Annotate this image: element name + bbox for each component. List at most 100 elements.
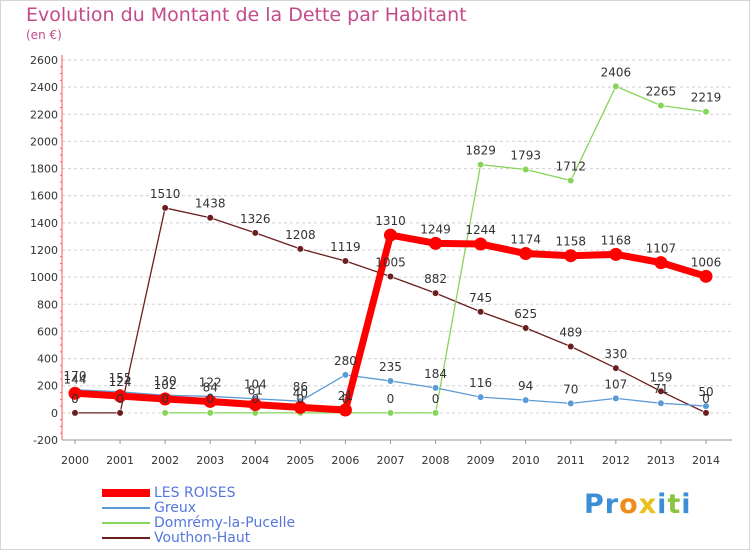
logo-letter: P xyxy=(584,489,605,520)
series-domr-my-la-pucelle-point xyxy=(702,108,710,116)
series-greux-point xyxy=(567,399,575,407)
y-tick-label: 1600 xyxy=(30,190,58,203)
series-vouthon-haut-point xyxy=(612,364,620,372)
series-greux-data-label: 50 xyxy=(698,385,713,399)
series-greux-data-label: 170 xyxy=(64,369,87,383)
legend-item: Greux xyxy=(102,499,295,516)
series-vouthon-haut-data-label: 330 xyxy=(604,347,627,361)
series-greux-data-label: 280 xyxy=(334,354,357,368)
series-vouthon-haut-data-label: 882 xyxy=(424,272,447,286)
x-tick-label: 2009 xyxy=(467,454,495,467)
series-greux-data-label: 70 xyxy=(563,382,578,396)
series-les-roises-data-label: 1249 xyxy=(420,222,451,236)
x-tick-label: 2000 xyxy=(61,454,89,467)
series-les-roises-data-label: 40 xyxy=(293,386,308,400)
series-greux-data-label: 116 xyxy=(469,376,492,390)
chart-title: Evolution du Montant de la Dette par Hab… xyxy=(26,4,467,26)
series-vouthon-haut-point xyxy=(522,324,530,332)
series-domr-my-la-pucelle-point xyxy=(431,409,440,417)
legend-label: Greux xyxy=(154,499,197,516)
series-les-roises-data-label: 124 xyxy=(109,375,132,389)
x-tick-label: 2012 xyxy=(602,454,630,467)
series-domr-my-la-pucelle-data-label: 0 xyxy=(342,392,350,406)
series-domr-my-la-pucelle-point xyxy=(657,101,665,110)
y-tick-label: -200 xyxy=(33,434,58,447)
series-vouthon-haut-point xyxy=(386,272,395,281)
series-les-roises-point xyxy=(113,389,127,403)
series-vouthon-haut-point xyxy=(567,342,575,351)
series-greux-point xyxy=(386,377,395,385)
series-greux-data-label: 86 xyxy=(293,380,308,394)
series-greux-data-label: 122 xyxy=(199,375,222,389)
series-greux-data-label: 71 xyxy=(653,382,668,396)
series-domr-my-la-pucelle-data-label: 0 xyxy=(206,392,214,406)
x-tick-label: 2001 xyxy=(106,454,134,467)
series-les-roises-point xyxy=(429,236,443,250)
series-domr-my-la-pucelle-point xyxy=(386,409,395,417)
x-tick-label: 2011 xyxy=(557,454,585,467)
series-vouthon-haut-point xyxy=(657,387,665,395)
series-vouthon-haut-data-label: 625 xyxy=(514,307,537,321)
series-domr-my-la-pucelle-point xyxy=(567,176,575,185)
series-greux-data-label: 184 xyxy=(424,367,447,381)
series-greux-data-label: 130 xyxy=(154,374,177,388)
chart-legend: LES ROISES Greux Domrémy-la-Pucelle Vout… xyxy=(102,485,295,546)
series-les-roises-data-label: 102 xyxy=(154,378,177,392)
series-greux-point xyxy=(341,371,350,379)
series-domr-my-la-pucelle-data-label: 2265 xyxy=(646,84,677,98)
series-les-roises-data-label: 1244 xyxy=(465,223,496,237)
chart-subtitle: (en €) xyxy=(26,28,62,42)
logo-letter: x xyxy=(638,489,658,520)
series-vouthon-haut-point xyxy=(477,308,485,316)
series-domr-my-la-pucelle-data-label: 1829 xyxy=(465,144,496,158)
series-domr-my-la-pucelle-data-label: 1793 xyxy=(510,149,541,163)
series-les-roises-data-label: 1158 xyxy=(555,235,586,249)
y-tick-label: 400 xyxy=(37,353,58,366)
series-les-roises-data-label: 84 xyxy=(203,380,218,394)
y-tick-label: 1800 xyxy=(30,163,58,176)
legend-item: Vouthon-Haut xyxy=(102,529,295,546)
x-tick-label: 2003 xyxy=(196,454,224,467)
series-les-roises-data-label: 1107 xyxy=(646,242,677,256)
series-domr-my-la-pucelle-data-label: 2406 xyxy=(601,65,632,79)
series-greux-data-label: 107 xyxy=(604,377,627,391)
series-vouthon-haut-point xyxy=(431,289,440,297)
series-greux-data-label: 94 xyxy=(518,379,533,393)
y-tick-label: 1000 xyxy=(30,271,58,284)
y-tick-label: 1200 xyxy=(30,244,58,257)
series-greux-point xyxy=(522,396,530,404)
legend-item: LES ROISES xyxy=(102,485,295,501)
series-les-roises-data-label: 61 xyxy=(248,384,263,398)
x-tick-label: 2014 xyxy=(692,454,720,467)
logo-letter: t xyxy=(667,489,682,520)
series-greux-point xyxy=(702,402,710,410)
series-vouthon-haut-data-label: 489 xyxy=(559,325,582,339)
series-domr-my-la-pucelle-data-label: 0 xyxy=(387,392,395,406)
x-tick-label: 2005 xyxy=(286,454,314,467)
series-domr-my-la-pucelle-data-label: 0 xyxy=(251,392,259,406)
x-tick-label: 2007 xyxy=(376,454,404,467)
series-les-roises-point xyxy=(338,403,352,417)
logo-letter: i xyxy=(681,489,692,520)
series-domr-my-la-pucelle-point xyxy=(477,161,485,169)
series-vouthon-haut-point xyxy=(206,214,214,222)
series-les-roises-data-label: 1168 xyxy=(601,233,632,247)
series-vouthon-haut-point xyxy=(116,409,124,417)
series-les-roises-point xyxy=(474,237,488,251)
y-tick-label: 600 xyxy=(37,325,58,338)
series-vouthon-haut-data-label: 0 xyxy=(116,392,124,406)
series-les-roises-point xyxy=(654,256,668,270)
series-domr-my-la-pucelle-point xyxy=(612,82,620,90)
series-greux-point xyxy=(431,384,440,392)
series-greux-point xyxy=(657,399,665,407)
legend-swatch xyxy=(102,521,150,524)
series-les-roises-point xyxy=(609,247,623,261)
series-vouthon-haut-data-label: 745 xyxy=(469,291,492,305)
series-domr-my-la-pucelle-point xyxy=(522,165,530,174)
y-tick-label: 2000 xyxy=(30,135,58,148)
series-domr-my-la-pucelle-data-label: 0 xyxy=(297,392,305,406)
series-les-roises-point xyxy=(699,269,713,283)
x-tick-label: 2010 xyxy=(512,454,540,467)
series-les-roises-point xyxy=(203,394,217,408)
legend-label: Vouthon-Haut xyxy=(154,529,251,546)
